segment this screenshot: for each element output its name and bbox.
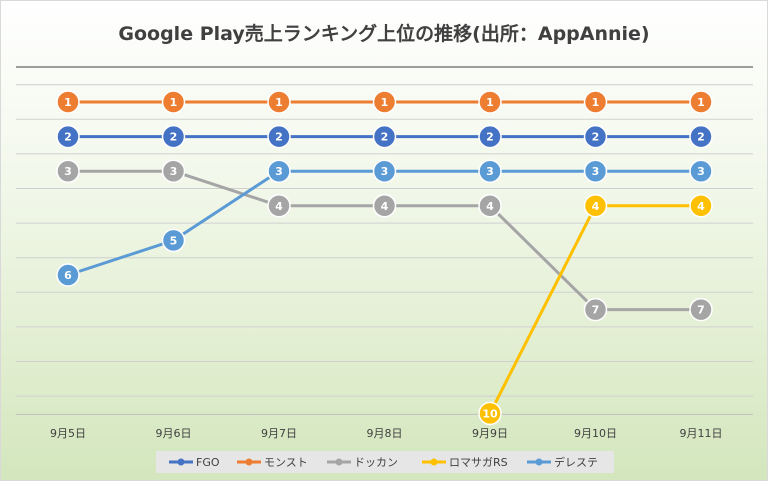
data-point — [56, 263, 80, 287]
data-point — [583, 297, 608, 322]
chart-title: Google Play売上ランキング上位の推移(出所：AppAnnie) — [118, 23, 650, 45]
data-point — [478, 401, 502, 426]
data-point — [583, 194, 608, 218]
data-point — [161, 159, 186, 183]
data-label: 2 — [170, 131, 178, 144]
data-point — [478, 124, 502, 149]
data-label: 2 — [592, 131, 600, 144]
data-label: 4 — [592, 200, 600, 213]
data-label: 3 — [64, 165, 72, 178]
data-label: 7 — [592, 304, 600, 317]
data-label: 3 — [381, 165, 389, 178]
series-ドッカン: 3 3 4 4 4 7 7 — [56, 159, 713, 322]
x-tick-label: 9月8日 — [367, 427, 403, 440]
data-point — [372, 124, 397, 149]
data-point — [267, 159, 291, 183]
legend: FGO モンスト ドッカン ロマサガRS デレステ — [156, 451, 614, 473]
data-label: 6 — [64, 269, 72, 282]
data-label: 3 — [275, 165, 283, 178]
data-label: 2 — [275, 131, 283, 144]
data-label: 1 — [697, 96, 705, 109]
data-label: 4 — [697, 200, 705, 213]
data-point — [478, 194, 502, 218]
legend-swatch-marker — [430, 458, 438, 466]
data-label: 2 — [64, 131, 72, 144]
data-point — [56, 159, 80, 183]
data-label: 1 — [170, 96, 178, 109]
data-label: 1 — [381, 96, 389, 109]
data-label: 1 — [592, 96, 600, 109]
data-point — [267, 194, 291, 218]
legend-label: FGO — [196, 456, 220, 469]
data-point — [583, 124, 608, 149]
data-point — [583, 90, 608, 114]
x-tick-label: 9月11日 — [680, 427, 723, 440]
x-tick-label: 9月5日 — [50, 427, 86, 440]
x-tick-label: 9月9日 — [472, 427, 508, 440]
x-tick-label: 9月10日 — [574, 427, 617, 440]
legend-swatch-marker — [535, 458, 543, 466]
data-label: 4 — [381, 200, 389, 213]
data-point — [689, 297, 713, 322]
data-point — [689, 90, 713, 114]
data-point — [267, 124, 291, 149]
data-label: 1 — [486, 96, 494, 109]
data-point — [56, 90, 80, 114]
data-label: 3 — [697, 165, 705, 178]
data-point — [372, 90, 397, 114]
legend-label: モンスト — [264, 456, 308, 469]
x-tick-label: 9月6日 — [156, 427, 192, 440]
data-point — [56, 124, 80, 149]
x-axis: 9月5日 9月6日 9月7日 9月8日 9月9日 9月10日 9月11日 — [16, 413, 753, 440]
legend-box — [156, 451, 614, 473]
data-label: 2 — [486, 131, 494, 144]
data-label: 2 — [381, 131, 389, 144]
data-label: 7 — [697, 304, 705, 317]
data-point — [267, 90, 291, 114]
data-point — [161, 228, 186, 253]
data-point — [689, 159, 713, 183]
data-point — [583, 159, 608, 183]
data-label: 5 — [170, 234, 178, 247]
data-point — [161, 90, 186, 114]
legend-label: デレステ — [554, 455, 598, 469]
legend-swatch-marker — [177, 458, 185, 466]
series-FGO: 2 2 2 2 2 2 2 — [56, 124, 713, 149]
data-point — [478, 159, 502, 183]
grid — [16, 66, 753, 397]
legend-swatch-marker — [335, 458, 343, 466]
series-モンスト: 1 1 1 1 1 1 1 — [56, 90, 713, 114]
data-label: 3 — [486, 165, 494, 178]
legend-label: ドッカン — [354, 456, 398, 469]
data-label: 1 — [64, 96, 72, 109]
data-label: 4 — [275, 200, 283, 213]
data-point — [689, 194, 713, 218]
series-ロマサガRS: 10 4 4 — [478, 194, 713, 426]
data-point — [372, 159, 397, 183]
data-point — [478, 90, 502, 114]
series-lines: 2 2 2 2 2 2 2 1 1 1 1 1 1 1 3 3 4 4 4 7 7 10 4 4 6 5 3 3 3 3 3 — [56, 90, 713, 426]
data-label: 2 — [697, 131, 705, 144]
data-label: 4 — [486, 200, 494, 213]
data-label: 3 — [170, 165, 178, 178]
data-label: 10 — [482, 407, 498, 420]
data-point — [689, 124, 713, 149]
legend-label: ロマサガRS — [449, 456, 508, 469]
series-デレステ: 6 5 3 3 3 3 3 — [56, 159, 713, 287]
data-point — [161, 124, 186, 149]
data-point — [372, 194, 397, 218]
legend-swatch-marker — [245, 458, 253, 466]
data-label: 3 — [592, 165, 600, 178]
data-label: 1 — [275, 96, 283, 109]
x-tick-label: 9月7日 — [261, 427, 297, 440]
